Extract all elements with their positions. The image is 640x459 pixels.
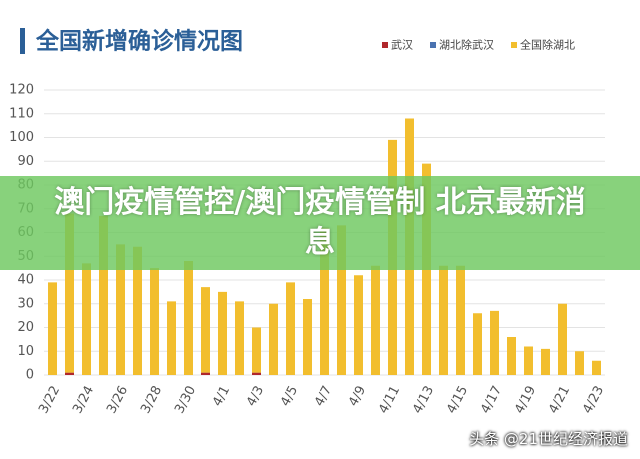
legend-label: 湖北除武汉: [439, 38, 494, 52]
y-tick-label: 10: [17, 344, 34, 359]
bar: [541, 348, 550, 375]
y-tick-label: 20: [17, 320, 34, 335]
x-tick-label: 4/19: [512, 383, 539, 416]
bar: [201, 372, 210, 375]
bar: [116, 244, 125, 375]
bar: [133, 246, 142, 375]
bar: [167, 301, 176, 375]
bar: [575, 351, 584, 375]
y-tick-label: 100: [9, 130, 34, 145]
x-tick-label: 4/13: [410, 383, 437, 416]
bar: [65, 213, 74, 373]
legend-label: 武汉: [391, 39, 413, 52]
x-tick-label: 4/3: [244, 383, 267, 409]
bar: [320, 227, 329, 375]
x-tick-label: 4/5: [278, 383, 301, 409]
title-accent: [20, 28, 25, 54]
x-tick-label: 4/15: [444, 383, 471, 416]
bar: [48, 282, 57, 375]
bar: [65, 372, 74, 375]
y-tick-label: 110: [9, 106, 34, 121]
banner: 澳门疫情管控/澳门疫情管制 北京最新消息: [0, 176, 640, 270]
x-tick-label: 4/11: [376, 383, 403, 416]
x-tick-label: 3/22: [36, 383, 63, 416]
x-tick-label: 4/17: [478, 383, 505, 416]
bar: [473, 313, 482, 375]
x-tick-label: 3/26: [104, 383, 131, 416]
y-tick-label: 90: [17, 154, 34, 169]
legend-swatch: [511, 42, 517, 48]
bar: [337, 225, 346, 375]
x-tick-label: 4/9: [346, 383, 369, 409]
x-tick-label: 3/28: [138, 383, 165, 416]
bar: [99, 215, 108, 375]
bar: [269, 303, 278, 375]
bar: [252, 372, 261, 375]
x-tick-label: 4/21: [546, 383, 573, 416]
bar: [439, 265, 448, 375]
bar: [354, 275, 363, 375]
bar: [82, 263, 91, 375]
banner-text: 澳门疫情管控/澳门疫情管制 北京最新消息: [54, 185, 586, 260]
bar: [592, 360, 601, 375]
y-tick-label: 40: [17, 273, 34, 288]
legend-swatch: [382, 42, 388, 48]
bar: [235, 301, 244, 375]
x-tick-label: 4/7: [312, 383, 335, 409]
y-tick-label: 30: [17, 296, 34, 311]
bar: [150, 268, 159, 375]
x-tick-label: 4/23: [580, 383, 607, 416]
watermark: 头条 @21世纪经济报道: [469, 430, 628, 448]
x-tick-label: 4/1: [210, 383, 233, 409]
chart-title: 全国新增确诊情况图: [35, 28, 243, 55]
bar: [252, 327, 261, 373]
bar: [456, 265, 465, 375]
x-tick-label: 3/30: [172, 383, 199, 416]
bar: [184, 261, 193, 375]
legend-label: 全国除湖北: [520, 38, 575, 52]
bar: [303, 299, 312, 375]
bar: [218, 291, 227, 375]
bar: [371, 265, 380, 375]
bar: [201, 287, 210, 373]
bar: [558, 303, 567, 375]
bar: [286, 282, 295, 375]
bar: [490, 310, 499, 375]
bar: [507, 337, 516, 375]
x-tick-label: 3/24: [70, 383, 97, 416]
legend-swatch: [430, 42, 436, 48]
y-tick-label: 0: [26, 368, 34, 383]
bar: [524, 346, 533, 375]
y-tick-label: 120: [9, 83, 34, 98]
